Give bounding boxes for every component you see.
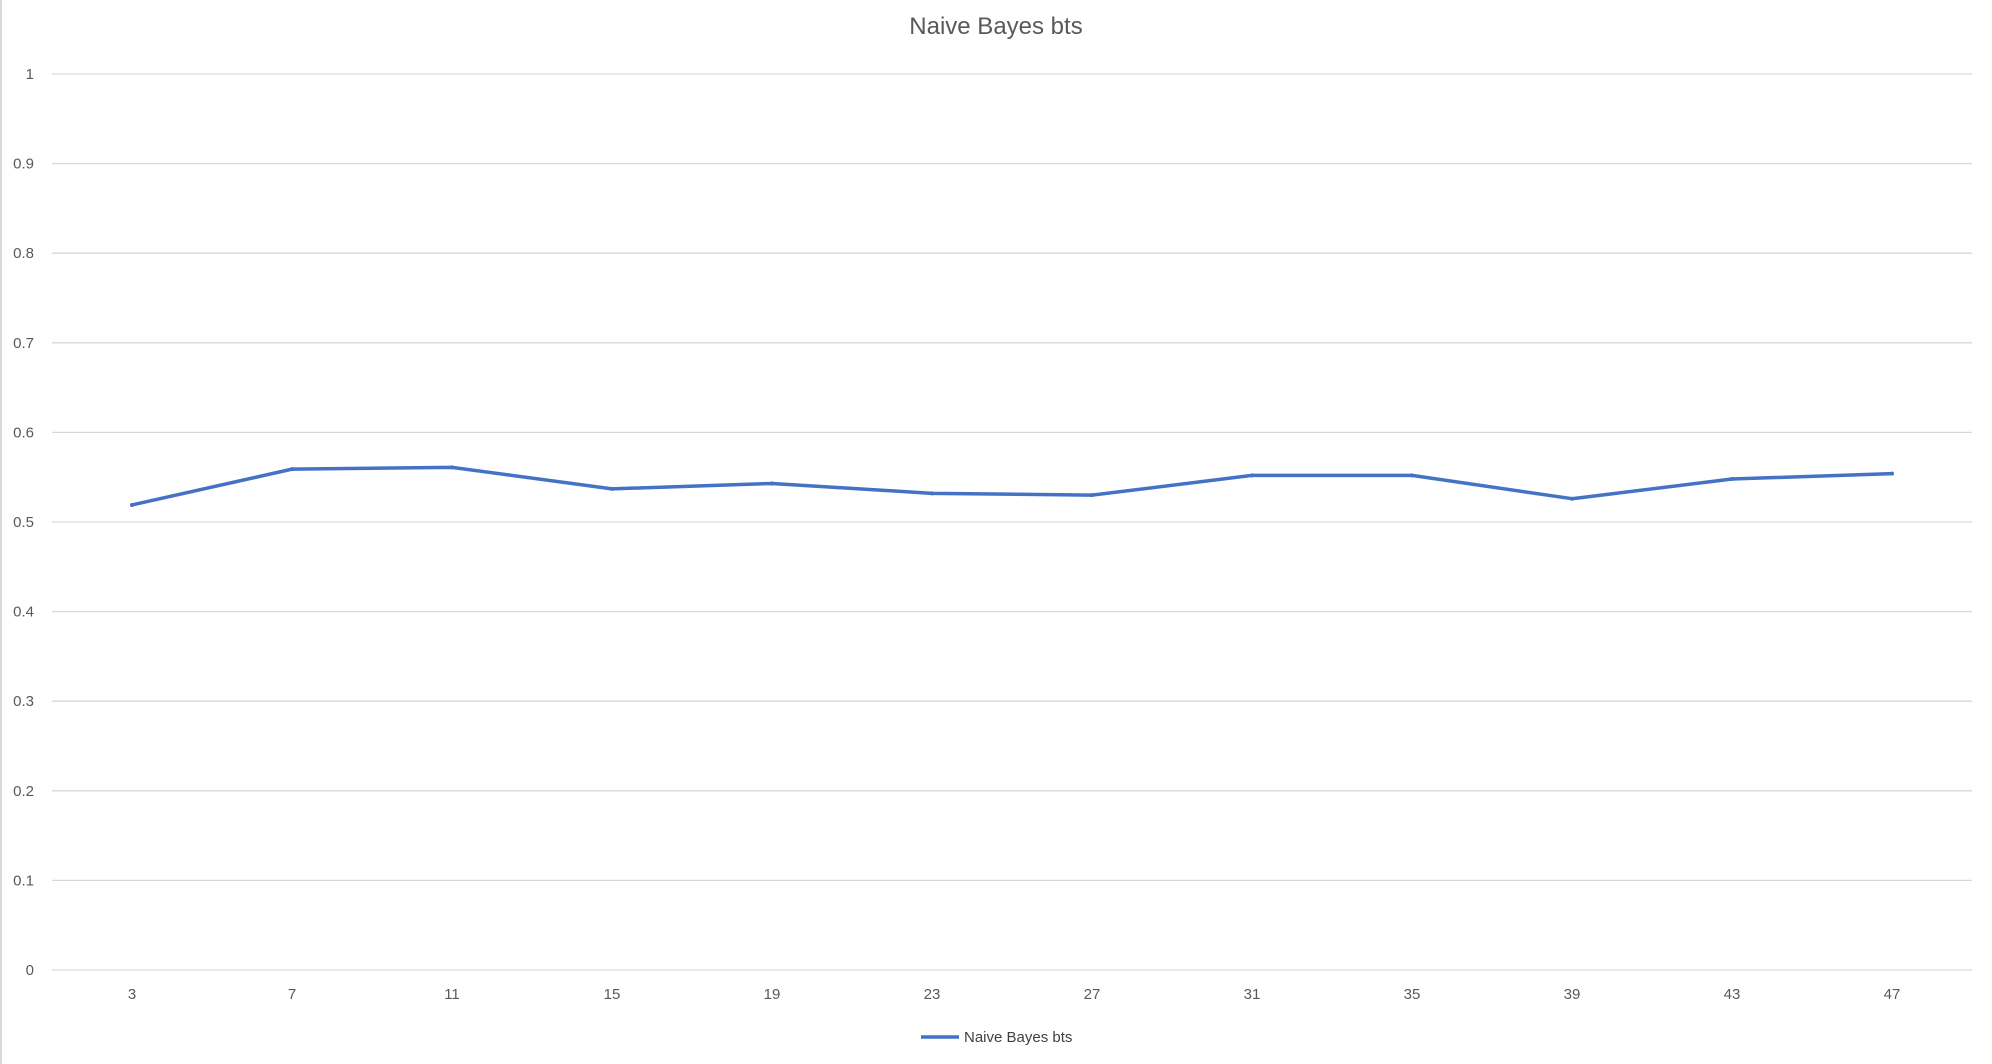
y-tick-label: 0.6 xyxy=(13,424,34,441)
x-tick-label: 47 xyxy=(1884,986,1901,1003)
data-point[interactable] xyxy=(1570,496,1574,501)
y-tick-label: 0 xyxy=(26,962,34,979)
legend-label: Naive Bayes bts xyxy=(964,1029,1072,1046)
data-point[interactable] xyxy=(450,465,454,470)
y-tick-label: 0.7 xyxy=(13,335,34,352)
y-axis-tick-labels: 0 0.1 0.2 0.3 0.4 0.5 0.6 0.7 0.8 0.9 1 xyxy=(13,66,34,979)
data-point[interactable] xyxy=(930,491,934,496)
data-point[interactable] xyxy=(770,481,774,486)
x-tick-label: 19 xyxy=(764,986,781,1003)
x-tick-label: 15 xyxy=(604,986,621,1003)
legend[interactable]: Naive Bayes bts xyxy=(921,1029,1072,1046)
data-point[interactable] xyxy=(610,486,614,491)
series-group xyxy=(130,465,1894,507)
y-tick-label: 0.3 xyxy=(13,693,34,710)
data-point[interactable] xyxy=(1410,473,1414,478)
data-point[interactable] xyxy=(1890,471,1894,476)
x-tick-label: 43 xyxy=(1724,986,1741,1003)
x-tick-label: 35 xyxy=(1404,986,1421,1003)
y-tick-label: 0.1 xyxy=(13,872,34,889)
x-tick-label: 7 xyxy=(288,986,296,1003)
y-tick-label: 0.5 xyxy=(13,514,34,531)
x-tick-label: 3 xyxy=(128,986,136,1003)
series-line[interactable] xyxy=(130,465,1894,507)
data-point[interactable] xyxy=(130,502,134,507)
chart-title: Naive Bayes bts xyxy=(909,13,1082,40)
x-axis-tick-labels: 3 7 11 15 19 23 27 31 35 39 43 47 xyxy=(128,986,1901,1003)
x-tick-label: 31 xyxy=(1244,986,1261,1003)
y-tick-label: 0.2 xyxy=(13,783,34,800)
gridlines xyxy=(52,73,1972,971)
data-point[interactable] xyxy=(1250,473,1254,478)
y-tick-label: 1 xyxy=(26,66,34,83)
data-point[interactable] xyxy=(1090,493,1094,498)
x-tick-label: 11 xyxy=(444,986,460,1003)
data-point[interactable] xyxy=(290,467,294,472)
y-tick-label: 0.9 xyxy=(13,156,34,173)
x-tick-label: 39 xyxy=(1564,986,1581,1003)
x-tick-label: 23 xyxy=(924,986,941,1003)
data-point[interactable] xyxy=(1730,476,1734,481)
y-tick-label: 0.8 xyxy=(13,245,34,262)
x-tick-label: 27 xyxy=(1084,986,1101,1003)
y-tick-label: 0.4 xyxy=(13,604,34,621)
